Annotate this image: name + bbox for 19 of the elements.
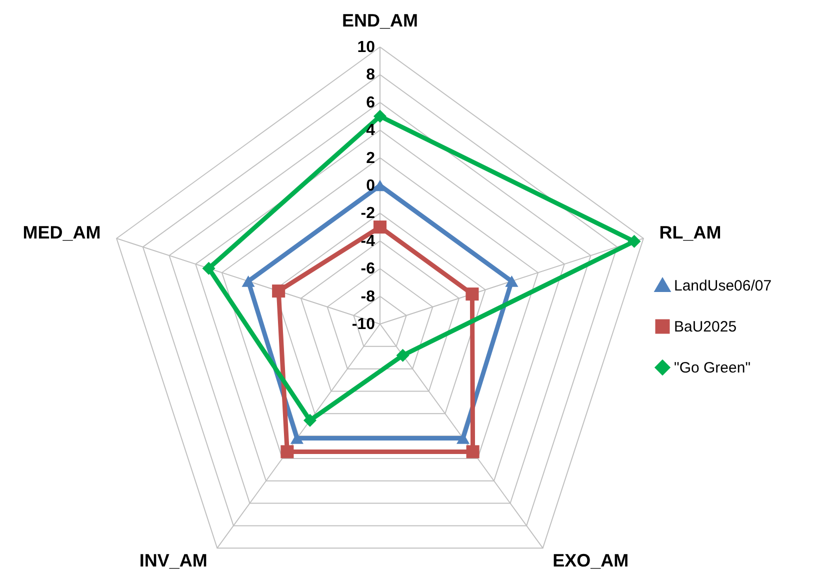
y-tick-label: 10 xyxy=(357,39,376,56)
spoke-label: INV_AM xyxy=(139,550,208,571)
y-tick-label: -2 xyxy=(360,205,376,222)
y-tick-label: -4 xyxy=(360,232,376,250)
y-tick-label: 0 xyxy=(366,178,376,194)
spoke-label: END_AM xyxy=(342,10,418,30)
y-tick-label: -10 xyxy=(352,316,376,333)
y-tick-label: 4 xyxy=(366,122,376,140)
spoke-label: RL_AM xyxy=(659,222,722,242)
legend-label: "Go Green" xyxy=(674,360,751,376)
spoke-label: EXO_AM xyxy=(552,550,629,571)
y-tick-label: 2 xyxy=(366,150,376,167)
spoke-label: MED_AM xyxy=(22,222,101,242)
y-tick-label: 8 xyxy=(366,66,376,84)
y-tick-label: 6 xyxy=(366,94,376,112)
y-tick-label: -8 xyxy=(360,288,376,306)
y-tick-label: -6 xyxy=(360,260,376,278)
legend-label: LandUse06/07 xyxy=(674,278,772,294)
legend-label: BaU2025 xyxy=(674,318,737,336)
